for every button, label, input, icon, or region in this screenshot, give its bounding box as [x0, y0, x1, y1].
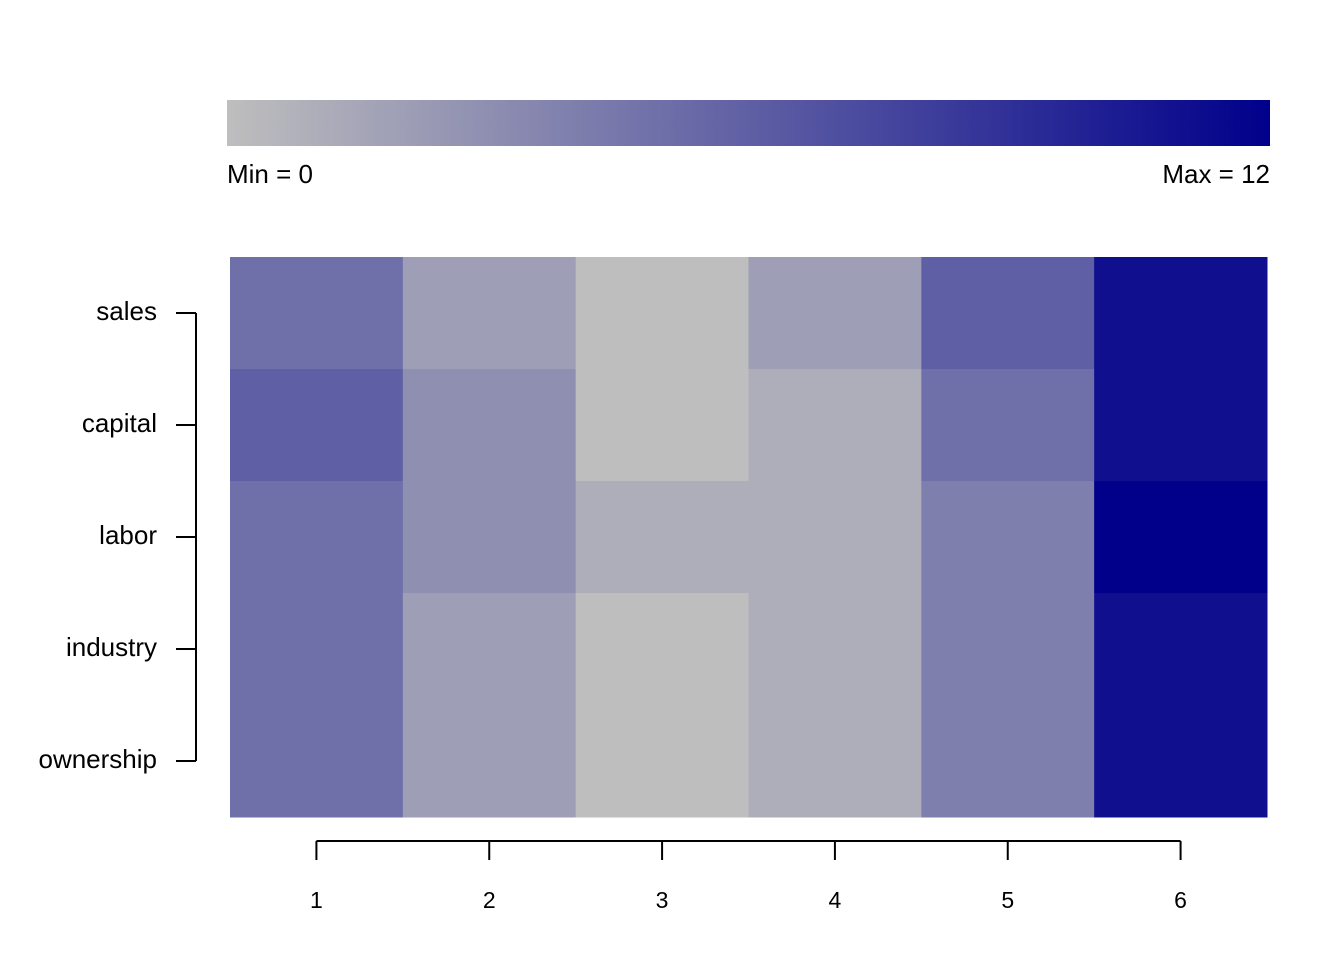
x-tick-label: 1 [310, 887, 323, 913]
heat-cell [1094, 705, 1268, 818]
x-tick-label: 3 [656, 887, 669, 913]
heat-cell [921, 257, 1095, 370]
heat-cell [402, 593, 577, 706]
heat-cell [230, 705, 404, 818]
y-tick-label: sales [96, 296, 157, 326]
colorbar-max-label: Max = 12 [1162, 159, 1270, 189]
y-tick-label: industry [66, 632, 157, 662]
heat-cell [1094, 481, 1268, 594]
heat-cell [230, 481, 404, 594]
heat-cell [921, 369, 1095, 482]
heat-cell [921, 481, 1095, 594]
colorbar [227, 100, 1270, 146]
heat-cell [575, 593, 749, 706]
heat-cell [230, 369, 404, 482]
heat-cell [748, 481, 922, 594]
heat-cell [230, 257, 404, 370]
heat-cell [575, 705, 749, 818]
heat-cell [575, 257, 749, 370]
x-tick-label: 6 [1174, 887, 1187, 913]
heat-cell [748, 705, 922, 818]
heat-cell [921, 705, 1095, 818]
heat-cell [1094, 257, 1268, 370]
heat-cell [748, 369, 922, 482]
heat-cell [575, 369, 749, 482]
y-tick-label: capital [82, 408, 157, 438]
heat-cell [402, 369, 577, 482]
heat-cell [1094, 369, 1268, 482]
heat-cell [230, 593, 404, 706]
colorbar-min-label: Min = 0 [227, 159, 313, 189]
heat-cell [1094, 593, 1268, 706]
heat-cell [748, 593, 922, 706]
heat-cell [402, 705, 577, 818]
x-tick-label: 4 [829, 887, 842, 913]
heat-cell [748, 257, 922, 370]
heat-cell [402, 257, 577, 370]
y-tick-label: ownership [38, 744, 157, 774]
heat-cell [402, 481, 577, 594]
x-tick-label: 2 [483, 887, 496, 913]
heat-cell [575, 481, 749, 594]
y-tick-label: labor [99, 520, 157, 550]
x-tick-label: 5 [1001, 887, 1014, 913]
heat-cell [921, 593, 1095, 706]
